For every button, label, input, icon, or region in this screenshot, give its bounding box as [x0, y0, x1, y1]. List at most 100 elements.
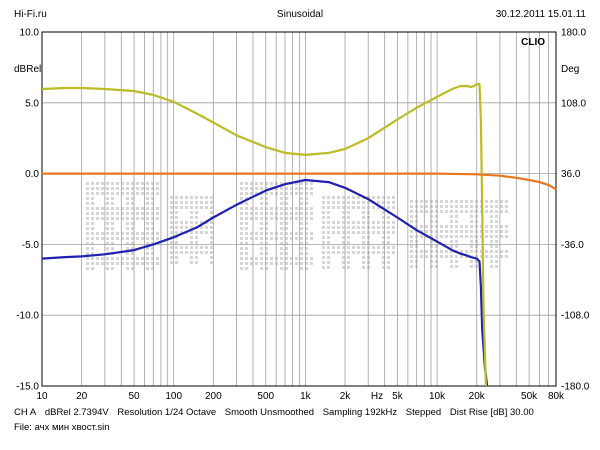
watermark-dot: [485, 205, 488, 208]
level-label: dBRel 2.7394V: [44, 407, 109, 418]
watermark-dot: [91, 247, 94, 250]
watermark-dot: [300, 182, 303, 185]
watermark-dot: [500, 210, 503, 213]
watermark-dot: [352, 226, 355, 229]
watermark-dot: [265, 217, 268, 220]
watermark-dot: [440, 255, 443, 258]
axis-labels: 10 20 50 100 200 500 1k 2k Hz 5k 10k 20k 50k 80k 10.0 5…: [14, 28, 590, 403]
watermark-dot: [300, 247, 303, 250]
x-tick-label: 20k: [469, 391, 486, 402]
watermark-dot: [260, 267, 263, 270]
watermark-dot: [170, 221, 173, 224]
watermark-dot: [362, 241, 365, 244]
watermark-dot: [175, 201, 178, 204]
watermark-dot: [250, 262, 253, 265]
watermark-dot: [295, 217, 298, 220]
watermark-dot: [300, 217, 303, 220]
watermark-dot: [270, 212, 273, 215]
watermark-dot: [500, 235, 503, 238]
watermark-dot: [106, 237, 109, 240]
watermark-dot: [151, 212, 154, 215]
watermark-dot: [180, 201, 183, 204]
watermark-dot: [146, 227, 149, 230]
watermark-dot: [265, 222, 268, 225]
watermark-dot: [382, 236, 385, 239]
watermark-dot: [151, 182, 154, 185]
watermark-dot: [170, 216, 173, 219]
watermark-dot: [86, 212, 89, 215]
watermark-dot: [121, 262, 124, 265]
watermark-dot: [295, 207, 298, 210]
watermark-dot: [195, 211, 198, 214]
watermark-dot: [430, 210, 433, 213]
watermark-dot: [372, 221, 375, 224]
watermark-dot: [410, 265, 413, 268]
watermark-dot: [305, 227, 308, 230]
watermark-dot: [141, 217, 144, 220]
watermark-dot: [290, 257, 293, 260]
watermark-dot: [265, 247, 268, 250]
watermark-dot: [240, 192, 243, 195]
watermark-dot: [465, 230, 468, 233]
watermark-dot: [460, 225, 463, 228]
watermark-dot: [450, 255, 453, 258]
watermark-dot: [392, 251, 395, 254]
watermark-dot: [245, 192, 248, 195]
watermark-dot: [126, 197, 129, 200]
watermark-dot: [126, 247, 129, 250]
watermark-dot: [347, 206, 350, 209]
watermark-dot: [470, 240, 473, 243]
watermark-dot: [200, 231, 203, 234]
watermark-dot: [285, 207, 288, 210]
watermark-dot: [111, 227, 114, 230]
watermark-dot: [175, 241, 178, 244]
watermark-dot: [377, 206, 380, 209]
watermark-dot: [280, 237, 283, 240]
watermark-dot: [305, 197, 308, 200]
watermark-dot: [387, 256, 390, 259]
watermark-dot: [327, 201, 330, 204]
watermark-dot: [305, 202, 308, 205]
watermark-dot: [210, 211, 213, 214]
watermark-dot: [106, 227, 109, 230]
watermark-dot: [410, 205, 413, 208]
watermark-dot: [260, 257, 263, 260]
watermark-dot: [425, 205, 428, 208]
watermark-dot: [240, 187, 243, 190]
stepped-label: Stepped: [405, 407, 442, 418]
watermark-dot: [146, 217, 149, 220]
watermark-dot: [490, 240, 493, 243]
watermark-dot: [116, 192, 119, 195]
watermark-dot: [141, 237, 144, 240]
watermark-dot: [111, 232, 114, 235]
watermark-dot: [270, 237, 273, 240]
watermark-dot: [445, 200, 448, 203]
watermark-dot: [455, 220, 458, 223]
watermark-dot: [332, 246, 335, 249]
watermark-dot: [245, 207, 248, 210]
watermark-dot: [106, 242, 109, 245]
watermark-dot: [111, 192, 114, 195]
watermark-dot: [111, 217, 114, 220]
watermark-dot: [151, 207, 154, 210]
watermark-dot: [86, 182, 89, 185]
watermark-dot: [280, 247, 283, 250]
watermark-dot: [245, 227, 248, 230]
watermark-dot: [450, 225, 453, 228]
watermark-dot: [290, 212, 293, 215]
watermark-dot: [435, 255, 438, 258]
watermark-dot: [387, 196, 390, 199]
watermark-dot: [131, 247, 134, 250]
watermark-dot: [141, 212, 144, 215]
watermark-dot: [91, 257, 94, 260]
watermark-dot: [111, 257, 114, 260]
watermark-dot: [151, 202, 154, 205]
watermark-dot: [190, 216, 193, 219]
watermark-dot: [490, 260, 493, 263]
watermark-dot: [106, 267, 109, 270]
watermark-dot: [357, 221, 360, 224]
watermark-dot: [170, 241, 173, 244]
watermark-dot: [270, 192, 273, 195]
watermark-dot: [205, 201, 208, 204]
frequency-response-chart: 10 20 50 100 200 500 1k 2k Hz 5k 10k 20k 50k 80k 10.0 5…: [14, 28, 590, 403]
